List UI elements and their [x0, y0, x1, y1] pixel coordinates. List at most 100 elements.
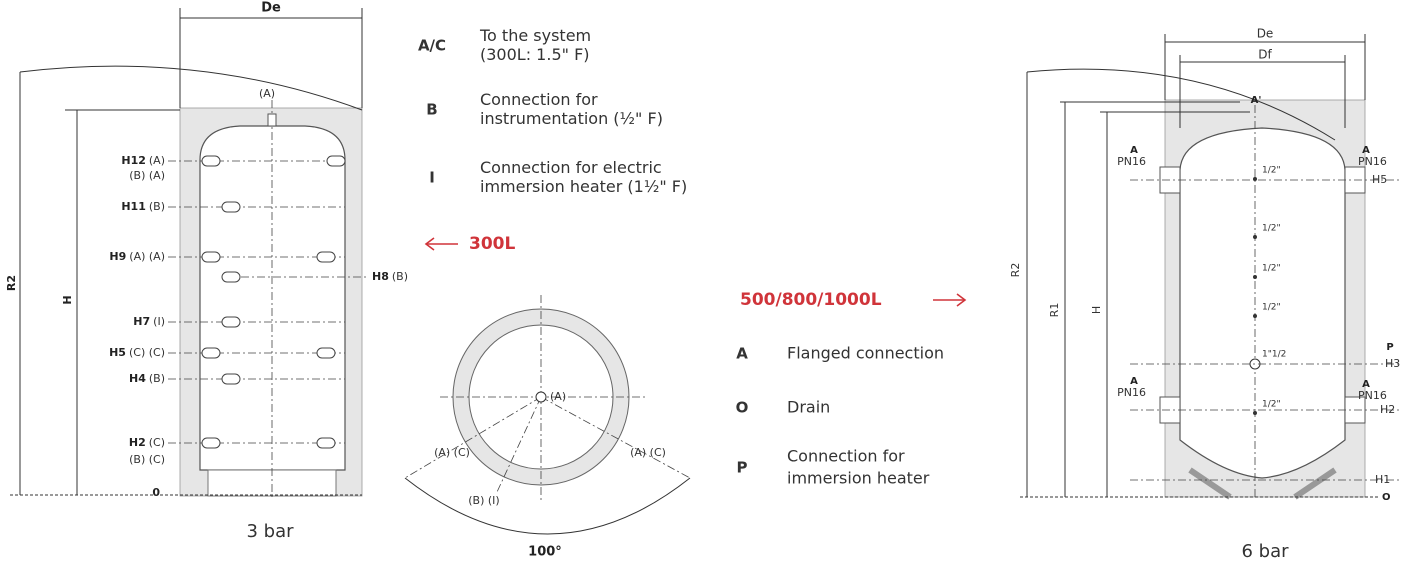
- heater-code: P: [1386, 342, 1393, 353]
- height-label: R2: [5, 275, 18, 291]
- level-name: H4: [129, 372, 146, 385]
- level-label: H5: [1372, 173, 1387, 186]
- width-label: De: [261, 1, 281, 16]
- arrow-label: 500/800/1000L: [740, 290, 882, 310]
- legend-text: instrumentation (½" F): [480, 109, 663, 128]
- tilt-arc: [19, 65, 363, 111]
- socket: [1253, 235, 1257, 239]
- level-label: H12 (A): [121, 154, 165, 167]
- axis: [540, 396, 691, 479]
- pipe: [221, 316, 241, 328]
- socket-label: 1/2": [1262, 303, 1281, 313]
- top-label: A': [1251, 95, 1262, 106]
- level-label: H9 (A) (A): [109, 250, 165, 263]
- right-tank: De Df A' R2 R1 H P O 6 bar APN16APN16APN…: [1009, 27, 1400, 563]
- pipe: [221, 373, 241, 385]
- level-label: H7 (I): [133, 315, 165, 328]
- drain-code: O: [1382, 492, 1391, 503]
- legend-500: 500/800/1000L A Flanged connection O Drain P…: [736, 290, 967, 488]
- legend-code: I: [429, 169, 435, 187]
- top-label: (A): [259, 87, 275, 100]
- base-label: 0: [152, 486, 160, 499]
- level-label: H2 (C): [129, 436, 165, 449]
- socket: [1253, 411, 1257, 415]
- socket: [1253, 275, 1257, 279]
- legend-text: Connection for: [787, 447, 905, 466]
- level-label: H11 (B): [121, 200, 165, 213]
- socket: [1253, 314, 1257, 318]
- caption: 6 bar: [1241, 541, 1289, 562]
- legend-code: O: [736, 399, 749, 417]
- level-name: H7: [133, 315, 150, 328]
- pipe: [201, 437, 221, 449]
- center-socket: [535, 391, 547, 403]
- level-conn: (B): [149, 200, 165, 213]
- level-label: H8 (B): [372, 270, 408, 283]
- legs: [1188, 467, 1337, 500]
- flange-rating: PN16: [1117, 155, 1146, 168]
- left-tank: De R2 H (A) 0 3 bar: [5, 1, 363, 542]
- width-label: Df: [1258, 48, 1272, 62]
- level-conn: (C) (C): [129, 346, 165, 359]
- legend-code: P: [737, 459, 748, 477]
- top-view: (A) (A) (C) (A) (C) (B) (I) 100°: [404, 295, 691, 560]
- level-name: H11: [121, 200, 146, 213]
- legend-text: immersion heater: [787, 469, 930, 488]
- pipe: [221, 271, 241, 283]
- legend-code: A: [736, 345, 748, 363]
- socket-label: 1/2": [1262, 264, 1281, 274]
- level-conn: (B) (A): [129, 169, 165, 182]
- conn-label: (A) (C): [434, 446, 470, 459]
- flange-rating: PN16: [1117, 386, 1146, 399]
- caption: 3 bar: [246, 521, 294, 542]
- level-label: H3: [1385, 357, 1400, 370]
- pipe: [221, 201, 241, 213]
- pipe: [316, 347, 336, 359]
- level-name: H2: [129, 436, 146, 449]
- level-name: H8: [372, 270, 389, 283]
- legend-text: Drain: [787, 398, 830, 417]
- height-label: R1: [1048, 303, 1061, 318]
- tilt-arc: [1026, 68, 1336, 141]
- pipe: [316, 437, 336, 449]
- angle-arc: [404, 477, 691, 535]
- level-conn: (B): [392, 270, 408, 283]
- flange-code: A: [1362, 379, 1370, 390]
- legend-text: Flanged connection: [787, 344, 944, 363]
- legend-300: 300L A/C To the system(300L: 1.5" F) B Conn…: [418, 26, 687, 254]
- level-name: H9: [109, 250, 126, 263]
- height-label: H: [1090, 306, 1103, 314]
- flange-code: A: [1130, 145, 1138, 156]
- socket: [1253, 177, 1257, 181]
- legend-text: immersion heater (1½" F): [480, 177, 687, 196]
- legend-code: A/C: [418, 37, 446, 55]
- pipe: [201, 155, 221, 167]
- conn-label: (B) (I): [468, 494, 499, 507]
- level-label: (B) (A): [129, 169, 165, 182]
- level-name: H12: [121, 154, 146, 167]
- level-conn: (A) (A): [129, 250, 165, 263]
- tank-body: [199, 125, 346, 471]
- flange-rating: PN16: [1358, 389, 1387, 402]
- level-name: H5: [109, 346, 126, 359]
- height-label: H: [61, 295, 74, 304]
- legend-code: B: [426, 101, 437, 119]
- level-conn: (C): [149, 436, 165, 449]
- flange-code: A: [1362, 145, 1370, 156]
- conn-label: (A) (C): [630, 446, 666, 459]
- level-conn: (B): [149, 372, 165, 385]
- socket-label: 1"1/2: [1262, 350, 1286, 360]
- level-label: H1: [1375, 473, 1390, 486]
- level-conn: (I): [153, 315, 165, 328]
- axis: [496, 396, 542, 493]
- level-label: H5 (C) (C): [109, 346, 165, 359]
- arrow-head: [956, 293, 967, 307]
- center-label: (A): [550, 390, 566, 403]
- level-label: H2: [1380, 403, 1395, 416]
- flange-rating: PN16: [1358, 155, 1387, 168]
- flange-code: A: [1130, 376, 1138, 387]
- level-label: (B) (C): [129, 453, 165, 466]
- pipe: [316, 251, 336, 263]
- width-label: De: [1257, 27, 1274, 41]
